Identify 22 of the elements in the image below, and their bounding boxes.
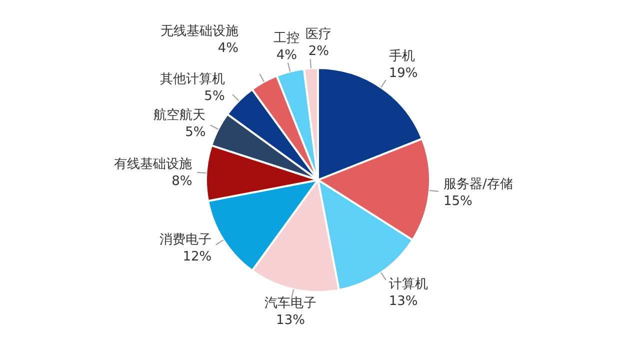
- data-label: 19%: [388, 66, 418, 81]
- data-label: 2%: [308, 44, 329, 60]
- data-label: 5%: [185, 124, 206, 140]
- data-label: 13%: [388, 294, 418, 310]
- data-label: 4%: [218, 40, 239, 56]
- slice-label: 其他计算机: [160, 72, 225, 87]
- data-label: 5%: [204, 88, 225, 104]
- slice-label: 汽车电子: [264, 296, 317, 311]
- slice-label: 医疗: [306, 27, 332, 42]
- data-label: 4%: [276, 48, 297, 63]
- data-label: 8%: [172, 174, 192, 190]
- slice-label: 工控: [274, 30, 300, 46]
- data-label: 12%: [182, 250, 212, 265]
- slice-label: 无线基础设施: [160, 24, 239, 39]
- slice-label: 计算机: [388, 277, 428, 292]
- data-label: 13%: [276, 312, 305, 328]
- slice-label: 消费电子: [160, 232, 212, 248]
- slice-label: 航空航天: [154, 108, 206, 123]
- data-label: 15%: [443, 194, 472, 209]
- slice-label: 服务器/存储: [443, 176, 513, 192]
- slice-label: 有线基础设施: [114, 157, 192, 172]
- slice-label: 手机: [388, 48, 415, 64]
